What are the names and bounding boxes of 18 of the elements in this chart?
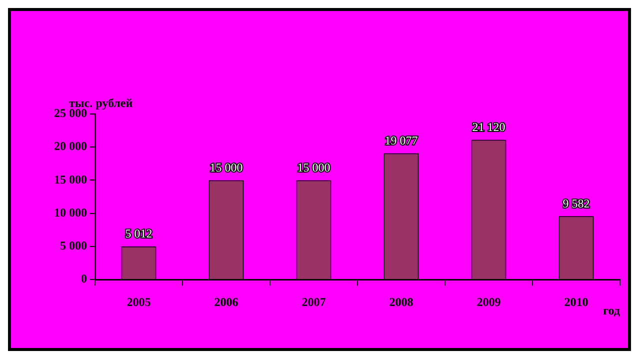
x-tick-label: 2009	[476, 294, 501, 309]
x-axis-title: год	[603, 304, 620, 318]
data-label: 9 582	[562, 196, 590, 210]
y-tick-label: 20 000	[54, 139, 87, 154]
y-tick-label: 10 000	[54, 205, 87, 220]
y-tick-label: 5 000	[60, 238, 87, 253]
x-tick-label: 2008	[389, 294, 414, 309]
data-label: 15 000	[210, 160, 243, 174]
x-tick-label: 2007	[302, 294, 326, 309]
data-label: 21 120	[472, 120, 506, 134]
data-label: 15 000	[297, 160, 330, 174]
y-tick-label: 0	[81, 272, 87, 286]
x-tick-label: 2005	[126, 294, 151, 309]
y-tick-label: 15 000	[54, 172, 87, 186]
x-tick-label: 2010	[564, 294, 588, 309]
data-label: 5 012	[125, 226, 152, 241]
x-tick-label: 2006	[214, 294, 238, 309]
data-label: 19 077	[384, 133, 418, 148]
